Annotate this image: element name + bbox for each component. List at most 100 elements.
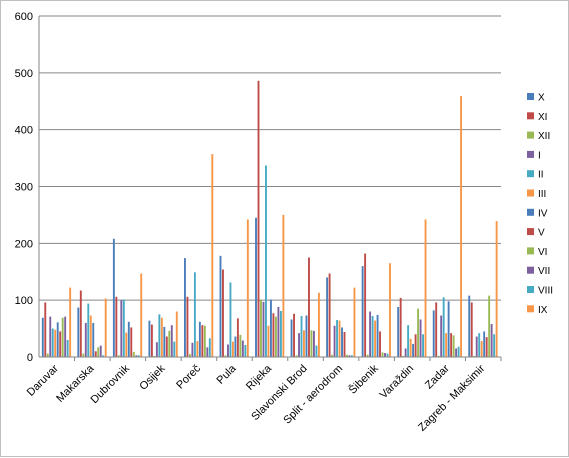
bar-daruvar-vi <box>61 317 64 357</box>
bar-osijek-ix <box>175 311 178 357</box>
y-tick-label-100: 100 <box>15 295 33 307</box>
bar-daruvar-iv <box>56 322 59 357</box>
bar-zadar-x <box>432 310 435 357</box>
bar-slavonski-brod-i <box>298 333 300 357</box>
bar-varazdin-i <box>404 348 407 357</box>
bar-porec-iv <box>198 321 201 357</box>
legend-label-iii: III <box>538 189 546 200</box>
bar-zadar-ix <box>460 96 463 357</box>
bar-zadar-vii <box>455 348 458 357</box>
category-label-zadar: Zadar <box>423 362 452 391</box>
bar-daruvar-viii <box>66 339 69 357</box>
bar-rijeka-xii <box>260 300 262 357</box>
bar-osijek-x <box>148 320 151 357</box>
bar-split-aerodrom-iv <box>341 327 343 357</box>
category-label-osijek: Osijek <box>137 362 167 392</box>
bar-porec-ii <box>193 272 196 357</box>
bar-pula-x <box>219 255 222 357</box>
bar-varazdin-iii <box>409 338 412 357</box>
bar-slavonski-brod-iii <box>303 330 305 357</box>
y-tick-label-300: 300 <box>15 182 33 194</box>
bar-dubrovnik-xii <box>117 355 120 357</box>
bar-pula-i <box>227 344 229 357</box>
bar-pula-vi <box>239 334 242 357</box>
category-label-zagreb-maksimir: Zagreb - Maksimir <box>416 362 487 433</box>
legend-swatch-i <box>527 150 534 158</box>
bar-porec-iii <box>196 341 199 357</box>
gridlines <box>39 15 501 301</box>
bar-porec-vii <box>206 347 209 357</box>
bar-makarska-ii <box>87 303 90 357</box>
bar-osijek-v <box>165 336 168 357</box>
bar-dubrovnik-vii <box>135 355 138 357</box>
bar-varazdin-vi <box>417 308 420 357</box>
category-label-rijeka: Rijeka <box>244 362 275 393</box>
legend-swatch-viii <box>527 286 534 293</box>
bar-makarska-iii <box>89 315 92 357</box>
bar-sibenik-xii <box>366 354 369 357</box>
bar-osijek-ii <box>158 314 161 358</box>
bar-sibenik-vi <box>381 352 384 357</box>
bar-sibenik-ix <box>389 263 391 357</box>
legend-label-ii: II <box>538 170 544 181</box>
legend-swatch-ix <box>527 305 534 313</box>
bar-pula-iv <box>234 336 237 357</box>
bar-dubrovnik-i <box>120 300 123 357</box>
bar-rijeka-vi <box>274 316 277 357</box>
bar-daruvar-x <box>41 317 44 357</box>
bar-rijeka-viii <box>279 310 282 357</box>
bars <box>41 80 498 358</box>
bar-makarska-iv <box>92 322 95 357</box>
legend-label-x: X <box>538 93 545 104</box>
bar-rijeka-vii <box>277 306 280 357</box>
bar-split-aerodrom-v <box>343 331 346 357</box>
bar-porec-xii <box>188 354 191 357</box>
y-tick-label-200: 200 <box>15 238 33 250</box>
bar-osijek-i <box>155 342 158 357</box>
bar-sibenik-x <box>361 266 364 357</box>
bar-zagreb-maksimir-viii <box>493 334 496 357</box>
bar-makarska-v <box>94 351 97 357</box>
legend-swatch-x <box>527 93 534 100</box>
bar-zagreb-maksimir-vi <box>488 295 491 357</box>
legend-label-iv: IV <box>538 208 548 219</box>
legend-swatch-xi <box>527 112 534 120</box>
bar-daruvar-xi <box>44 302 47 357</box>
bar-split-aerodrom-ii <box>336 320 338 357</box>
bar-porec-x <box>184 258 186 357</box>
bar-sibenik-ii <box>371 316 374 357</box>
bar-slavonski-brod-viii <box>315 345 318 357</box>
bar-zadar-iv <box>447 301 450 357</box>
bar-split-aerodrom-vi <box>346 354 348 357</box>
category-label-daruvar: Daruvar <box>25 362 61 398</box>
bar-dubrovnik-xi <box>115 296 118 357</box>
bar-porec-xi <box>186 296 189 357</box>
bar-sibenik-iv <box>376 314 379 357</box>
bar-dubrovnik-iii <box>125 332 128 357</box>
bar-daruvar-xii <box>46 353 49 357</box>
legend-swatch-xii <box>527 131 534 139</box>
bar-slavonski-brod-ix <box>317 292 320 357</box>
bar-slavonski-brod-ii <box>300 316 303 357</box>
bar-split-aerodrom-vii <box>348 355 351 357</box>
legend-swatch-v <box>527 228 534 236</box>
category-label-varazdin: Varaždin <box>378 363 417 402</box>
bar-rijeka-i <box>262 301 265 357</box>
bar-dubrovnik-iv <box>127 321 130 357</box>
bar-slavonski-brod-iv <box>305 315 308 357</box>
bar-varazdin-xii <box>402 355 405 357</box>
category-label-porec: Poreč <box>174 362 203 391</box>
bar-makarska-x <box>77 307 80 357</box>
bar-dubrovnik-vi <box>132 351 135 357</box>
bar-split-aerodrom-i <box>333 325 336 357</box>
bar-rijeka-ix <box>282 214 285 357</box>
bar-split-aerodrom-iii <box>338 320 341 357</box>
bar-osijek-xi <box>150 324 153 357</box>
bar-zadar-viii <box>457 346 460 357</box>
bar-pula-viii <box>244 345 247 357</box>
bar-makarska-xii <box>82 353 85 357</box>
bar-zagreb-maksimir-v <box>485 337 488 357</box>
